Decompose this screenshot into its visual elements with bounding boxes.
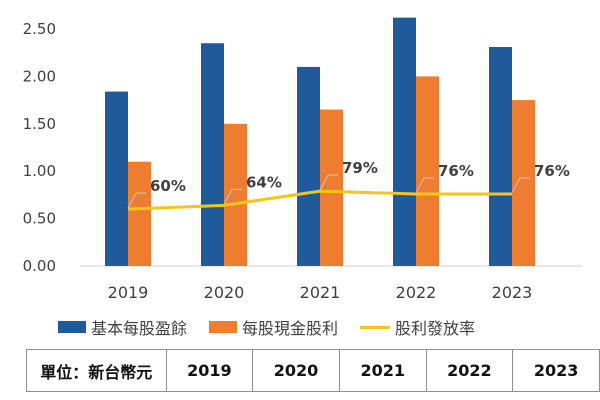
legend-swatch-dividend xyxy=(209,321,238,333)
table-year-2023: 2023 xyxy=(512,349,600,392)
ratio-leader-line xyxy=(511,177,530,194)
y-tick-label: 0.00 xyxy=(23,257,56,275)
bar-eps xyxy=(105,91,128,267)
bar-series xyxy=(105,17,535,267)
bar-dividend xyxy=(224,123,247,266)
legend: 基本每股盈餘 每股現金股利 股利發放率 xyxy=(58,316,475,338)
ratio-data-label: 76% xyxy=(534,162,570,180)
ratio-data-label: 76% xyxy=(438,162,474,180)
chart-area: 0.00 0.50 1.00 1.50 2.00 2.50 2019 2020 2021 202… xyxy=(23,17,582,302)
x-tick-label: 2019 xyxy=(108,283,149,302)
bar-dividend xyxy=(128,161,151,266)
unit-label: 單位：新台幣元 xyxy=(26,349,167,392)
y-tick-label: 0.50 xyxy=(23,210,56,228)
table-year-2020: 2020 xyxy=(252,349,340,392)
ratio-labels: 60% 64% 79% 76% 76% xyxy=(127,159,570,209)
bar-dividend xyxy=(512,100,535,266)
payout-ratio-line xyxy=(127,189,512,211)
y-tick-label: 1.50 xyxy=(23,115,56,133)
legend-swatch-eps xyxy=(58,321,86,333)
x-tick-label: 2022 xyxy=(396,283,437,302)
x-axis: 2019 2020 2021 2022 2023 xyxy=(108,283,533,302)
x-tick-label: 2020 xyxy=(204,283,245,302)
unit-table: 單位：新台幣元 2019 2020 2021 2022 2023 xyxy=(26,349,600,392)
ratio-data-label: 60% xyxy=(150,177,186,195)
y-tick-label: 2.50 xyxy=(23,20,56,38)
ratio-leader-line xyxy=(223,188,242,205)
ratio-leader-line xyxy=(127,192,146,209)
y-axis: 0.00 0.50 1.00 1.50 2.00 2.50 xyxy=(23,20,56,275)
x-tick-label: 2021 xyxy=(300,283,341,302)
legend-label-payout: 股利發放率 xyxy=(395,319,476,338)
x-tick-label: 2023 xyxy=(492,283,533,302)
legend-item-dividend: 每股現金股利 xyxy=(209,315,338,339)
ratio-data-label: 64% xyxy=(246,173,282,191)
bar-eps xyxy=(297,66,320,266)
table-year-2021: 2021 xyxy=(338,349,427,392)
legend-label-eps: 基本每股盈餘 xyxy=(91,319,188,338)
table-row: 單位：新台幣元 2019 2020 2021 2022 2023 xyxy=(26,349,600,392)
y-tick-label: 2.00 xyxy=(23,67,56,85)
y-tick-label: 1.00 xyxy=(23,162,56,180)
ratio-leader-line xyxy=(319,174,338,191)
bar-dividend xyxy=(416,76,439,267)
ratio-data-label: 79% xyxy=(342,159,378,177)
bar-eps xyxy=(201,43,224,266)
ratio-leader-line xyxy=(415,177,434,194)
legend-item-payout: 股利發放率 xyxy=(360,315,475,339)
legend-label-dividend: 每股現金股利 xyxy=(242,319,339,338)
bar-dividend xyxy=(320,109,343,266)
table-year-2022: 2022 xyxy=(425,349,514,392)
bar-eps xyxy=(489,47,512,267)
bar-eps xyxy=(393,17,416,267)
legend-swatch-payout xyxy=(360,325,391,329)
line-series xyxy=(127,189,512,211)
table-year-2019: 2019 xyxy=(165,349,254,392)
legend-item-eps: 基本每股盈餘 xyxy=(58,315,187,339)
